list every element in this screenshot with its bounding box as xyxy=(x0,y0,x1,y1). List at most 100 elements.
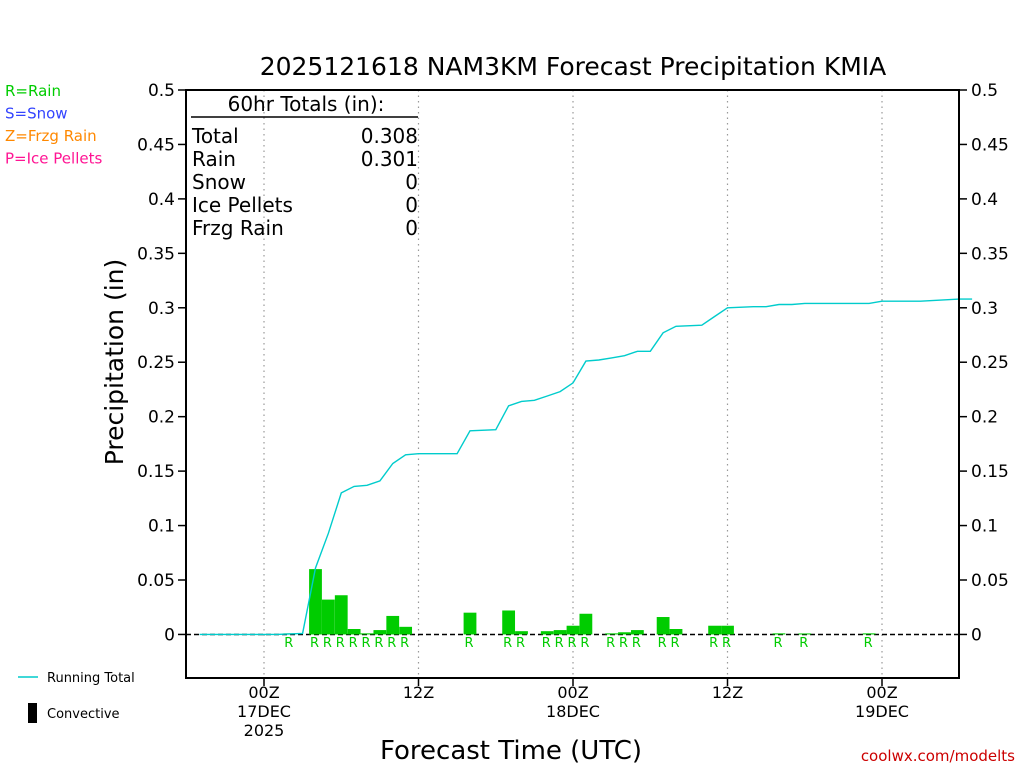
precip-bar-10 xyxy=(502,610,516,635)
totals-label-0: Total xyxy=(191,124,239,148)
y-tick-label-right-6: 0.3 xyxy=(971,299,998,319)
precip-type-label-14: R xyxy=(567,636,576,651)
y-tick-label-left-9: 0.45 xyxy=(137,135,175,155)
x-tick-label-4-0: 00Z xyxy=(866,683,897,702)
type-legend-2: Z=Frzg Rain xyxy=(5,127,97,145)
type-legend-0: R=Rain xyxy=(5,82,61,100)
running-total-layer xyxy=(199,298,973,636)
precip-type-label-4: R xyxy=(349,636,358,651)
totals-value-1: 0.301 xyxy=(361,147,418,171)
totals-label-2: Snow xyxy=(192,170,246,194)
precip-type-label-25: R xyxy=(864,636,873,651)
x-tick-label-1-0: 12Z xyxy=(403,683,434,702)
precip-type-label-17: R xyxy=(619,636,628,651)
precip-type-label-1: R xyxy=(310,636,319,651)
precip-type-label-18: R xyxy=(632,636,641,651)
precip-type-label-20: R xyxy=(670,636,679,651)
precip-bar-24 xyxy=(798,633,812,635)
precip-bar-16 xyxy=(605,633,619,635)
precip-bar-3 xyxy=(334,595,348,635)
y-tick-label-right-5: 0.25 xyxy=(971,353,1009,373)
precip-bar-21 xyxy=(708,625,722,635)
precip-type-label-7: R xyxy=(387,636,396,651)
y-tick-label-left-2: 0.1 xyxy=(148,517,175,537)
legend-running-total: Running Total xyxy=(47,671,135,686)
precip-type-label-3: R xyxy=(336,636,345,651)
x-tick-label-2-0: 00Z xyxy=(557,683,588,702)
y-tick-label-left-5: 0.25 xyxy=(137,353,175,373)
y-tick-label-left-7: 0.35 xyxy=(137,244,175,264)
totals-value-3: 0 xyxy=(405,193,418,217)
y-tick-label-left-4: 0.2 xyxy=(148,408,175,428)
x-axis-title: Forecast Time (UTC) xyxy=(380,736,642,766)
x-tick-label-4-1: 19DEC xyxy=(855,702,909,721)
x-tick-label-2-1: 18DEC xyxy=(546,702,600,721)
totals-label-3: Ice Pellets xyxy=(192,193,293,217)
precip-type-label-24: R xyxy=(799,636,808,651)
y-tick-label-right-3: 0.15 xyxy=(971,462,1009,482)
bars xyxy=(283,569,876,635)
precip-type-label-19: R xyxy=(658,636,667,651)
precip-bar-18 xyxy=(630,630,644,635)
precip-bar-4 xyxy=(347,629,361,635)
x-tick-label-0-0: 00Z xyxy=(248,683,279,702)
type-legend-1: S=Snow xyxy=(5,105,68,123)
precip-bar-5 xyxy=(360,633,374,635)
x-tick-label-0-1: 17DEC xyxy=(237,702,291,721)
y-tick-label-left-1: 0.05 xyxy=(137,571,175,591)
y-tick-label-right-7: 0.35 xyxy=(971,244,1009,264)
precip-bar-6 xyxy=(373,630,387,635)
precip-bar-20 xyxy=(669,629,683,635)
totals-label-1: Rain xyxy=(192,147,236,171)
precip-bar-25 xyxy=(862,633,876,635)
totals-value-0: 0.308 xyxy=(361,124,418,148)
precip-bar-2 xyxy=(321,599,335,635)
running-total-line xyxy=(199,298,973,636)
precip-type-label-10: R xyxy=(503,636,512,651)
y-tick-label-right-9: 0.45 xyxy=(971,135,1009,155)
precip-type-label-22: R xyxy=(722,636,731,651)
precip-type-label-6: R xyxy=(374,636,383,651)
precip-type-label-12: R xyxy=(542,636,551,651)
precip-type-label-15: R xyxy=(580,636,589,651)
y-tick-label-right-10: 0.5 xyxy=(971,81,998,101)
y-tick-label-right-2: 0.1 xyxy=(971,517,998,537)
y-tick-label-left-8: 0.4 xyxy=(148,190,175,210)
precip-bar-11 xyxy=(515,631,528,635)
precip-bar-13 xyxy=(553,630,567,635)
precip-type-label-23: R xyxy=(773,636,782,651)
y-tick-label-right-1: 0.05 xyxy=(971,571,1009,591)
precip-type-label-21: R xyxy=(709,636,718,651)
y-tick-label-left-6: 0.3 xyxy=(148,299,175,319)
totals-value-2: 0 xyxy=(405,170,418,194)
x-tick-label-3-0: 12Z xyxy=(712,683,743,702)
y-tick-label-left-0: 0 xyxy=(164,625,175,645)
totals-label-4: Frzg Rain xyxy=(192,216,284,240)
y-tick-label-right-0: 0 xyxy=(971,625,982,645)
precip-bar-17 xyxy=(618,632,631,635)
totals-value-4: 0 xyxy=(405,216,418,240)
credit-text: coolwx.com/modelts xyxy=(861,747,1015,765)
axis-ticks xyxy=(18,89,967,723)
precip-bar-19 xyxy=(656,617,670,635)
precip-type-label-16: R xyxy=(606,636,615,651)
chart-text: R R R R R R R R R R R R R R R R R R R R R R R R R R0 00.05 0.050.1 0… xyxy=(5,52,1015,766)
precip-bar-8 xyxy=(399,626,413,635)
precip-type-label-13: R xyxy=(555,636,564,651)
chart-title: 2025121618 NAM3KM Forecast Precipitation… xyxy=(260,52,887,81)
precip-type-label-5: R xyxy=(361,636,370,651)
totals-heading: 60hr Totals (in): xyxy=(228,92,385,116)
precip-type-label-11: R xyxy=(516,636,525,651)
precip-type-label-9: R xyxy=(464,636,473,651)
precip-type-label-2: R xyxy=(323,636,332,651)
precip-type-label-0: R xyxy=(284,636,293,651)
y-tick-label-right-8: 0.4 xyxy=(971,190,998,210)
y-tick-label-right-4: 0.2 xyxy=(971,408,998,428)
precip-bar-23 xyxy=(772,633,786,635)
precip-bar-9 xyxy=(463,612,477,635)
precip-bar-1 xyxy=(309,569,322,635)
legend-convective: Convective xyxy=(47,707,120,722)
y-axis-title: Precipitation (in) xyxy=(100,259,129,466)
precip-bar-7 xyxy=(386,615,400,635)
